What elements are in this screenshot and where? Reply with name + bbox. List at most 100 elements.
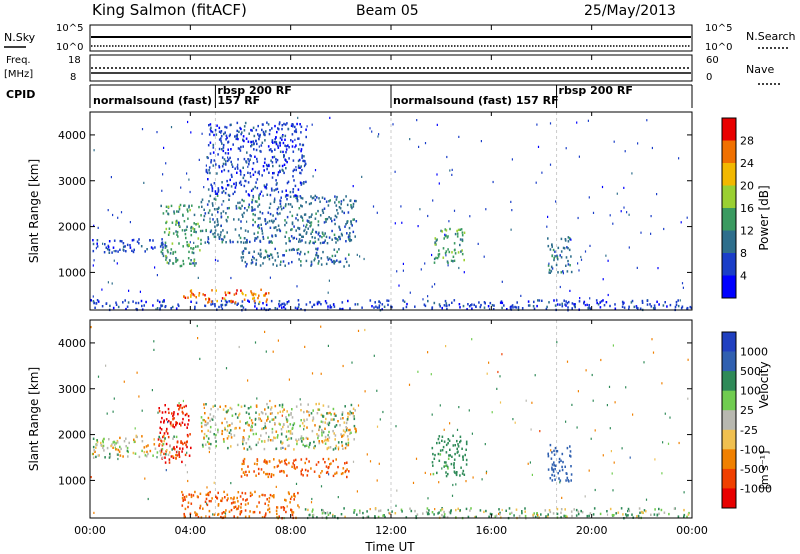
- data-cell: [389, 512, 391, 515]
- data-cell: [587, 307, 589, 310]
- data-cell: [207, 493, 210, 497]
- data-cell: [241, 304, 243, 308]
- data-cell: [287, 127, 290, 131]
- data-cell: [252, 208, 254, 212]
- data-cell: [627, 514, 629, 517]
- data-cell: [310, 501, 313, 504]
- data-cell: [122, 248, 125, 251]
- data-cell: [242, 176, 245, 180]
- data-cell: [278, 515, 280, 518]
- data-cell: [259, 417, 261, 421]
- data-cell: [163, 146, 165, 149]
- data-cell: [433, 261, 436, 264]
- data-cell: [195, 262, 197, 265]
- data-cell: [551, 466, 553, 469]
- data-cell: [324, 421, 326, 424]
- data-cell: [165, 210, 168, 213]
- data-cell: [345, 444, 348, 447]
- data-cell: [218, 164, 220, 168]
- data-cell: [470, 507, 472, 510]
- data-cell: [249, 491, 252, 495]
- data-cell: [377, 135, 379, 138]
- data-cell: [315, 247, 317, 251]
- data-cell: [92, 249, 95, 253]
- data-cell: [485, 509, 487, 513]
- data-cell: [331, 238, 333, 241]
- data-cell: [221, 203, 223, 206]
- data-cell: [106, 446, 109, 450]
- data-cell: [242, 498, 244, 501]
- data-cell: [275, 183, 278, 186]
- data-cell: [445, 464, 448, 467]
- data-cell: [686, 216, 688, 219]
- data-cell: [434, 241, 436, 244]
- data-cell: [449, 454, 451, 457]
- data-cell: [532, 305, 535, 308]
- data-cell: [239, 207, 242, 210]
- data-cell: [469, 215, 471, 218]
- data-cell: [352, 185, 354, 188]
- data-cell: [245, 161, 248, 164]
- data-cell: [261, 141, 264, 144]
- cpid-label: CPID: [6, 88, 35, 101]
- data-cell: [287, 491, 290, 494]
- data-cell: [339, 237, 341, 241]
- data-cell: [154, 246, 156, 249]
- data-cell: [313, 259, 316, 262]
- data-cell: [501, 301, 504, 305]
- data-cell: [175, 435, 178, 439]
- data-cell: [212, 405, 214, 408]
- data-cell: [248, 412, 250, 416]
- data-cell: [601, 185, 604, 189]
- data-cell: [236, 121, 239, 125]
- data-cell: [315, 251, 318, 255]
- data-cell: [214, 303, 216, 306]
- data-cell: [290, 413, 292, 416]
- data-cell: [203, 419, 205, 422]
- data-cell: [210, 126, 212, 129]
- data-cell: [152, 454, 154, 457]
- data-cell: [445, 254, 447, 257]
- data-cell: [197, 337, 199, 340]
- data-cell: [273, 155, 276, 159]
- data-cell: [317, 247, 319, 250]
- data-cell: [283, 459, 286, 462]
- data-cell: [304, 508, 307, 511]
- data-cell: [115, 448, 117, 451]
- data-cell: [355, 220, 358, 223]
- data-cell: [346, 203, 349, 207]
- data-cell: [159, 449, 161, 453]
- data-cell: [216, 497, 219, 500]
- data-cell: [224, 512, 227, 515]
- data-cell: [301, 422, 304, 425]
- data-cell: [214, 190, 217, 193]
- data-cell: [187, 423, 189, 426]
- data-cell: [288, 378, 290, 381]
- data-cell: [321, 470, 323, 473]
- data-cell: [260, 150, 262, 153]
- data-cell: [452, 444, 455, 447]
- data-cell: [284, 219, 286, 222]
- data-cell: [646, 299, 649, 302]
- data-cell: [265, 350, 267, 353]
- data-cell: [459, 228, 461, 231]
- data-cell: [250, 189, 253, 192]
- data-cell: [205, 502, 208, 505]
- data-cell: [249, 240, 251, 244]
- data-cell: [180, 264, 183, 268]
- data-cell: [438, 459, 441, 462]
- data-cell: [118, 450, 121, 453]
- data-cell: [553, 464, 556, 467]
- data-cell: [347, 211, 350, 214]
- data-cell: [242, 438, 244, 441]
- data-cell: [161, 447, 164, 451]
- data-cell: [245, 265, 247, 268]
- data-cell: [324, 232, 326, 235]
- data-cell: [259, 240, 262, 243]
- data-cell: [92, 295, 94, 298]
- data-cell: [316, 412, 319, 415]
- data-cell: [379, 418, 381, 421]
- data-cell: [317, 223, 320, 227]
- data-cell: [225, 300, 228, 303]
- data-cell: [198, 225, 200, 228]
